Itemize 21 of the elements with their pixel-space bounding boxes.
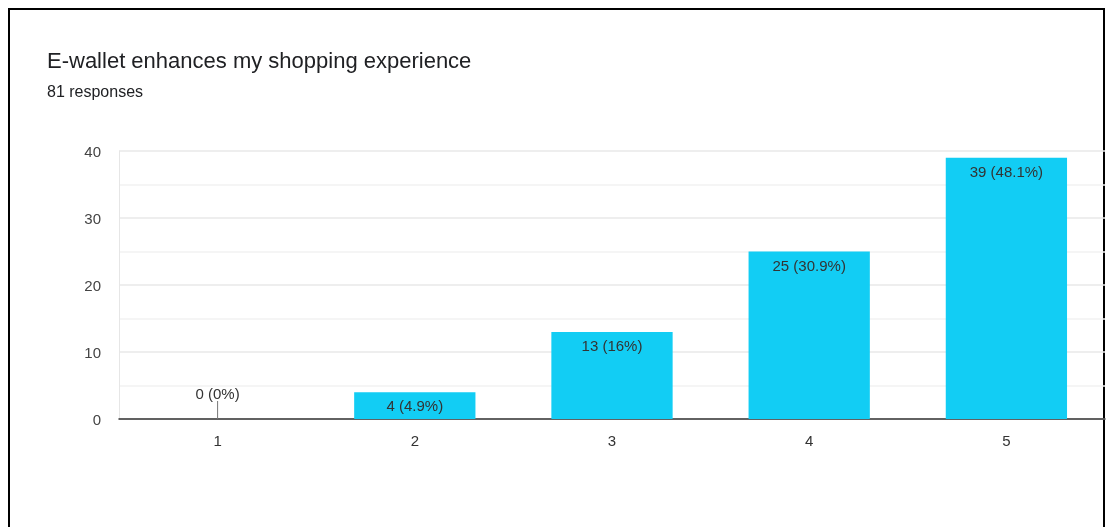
chart-subtitle: 81 responses bbox=[47, 82, 144, 100]
x-tick-label: 3 bbox=[607, 432, 617, 449]
chart-title: E-wallet enhances my shopping experience bbox=[47, 47, 472, 73]
data-label: 25 (30.9%) bbox=[772, 256, 846, 274]
data-label: 4 (4.9%) bbox=[386, 397, 444, 415]
data-label: 39 (48.1%) bbox=[969, 162, 1044, 180]
x-tick-label: 4 bbox=[805, 432, 814, 449]
data-label: 13 (16%) bbox=[581, 336, 643, 354]
y-tick-label: 20 bbox=[84, 276, 101, 294]
bar bbox=[354, 392, 476, 419]
x-tick-label: 1 bbox=[213, 432, 222, 449]
x-tick-label: 5 bbox=[1002, 432, 1011, 449]
y-tick-label: 0 bbox=[92, 410, 101, 428]
y-tick-label: 30 bbox=[84, 209, 101, 227]
y-tick-label: 40 bbox=[84, 142, 101, 160]
x-tick-label: 2 bbox=[410, 432, 419, 449]
bar bbox=[551, 331, 673, 419]
y-tick-label: 10 bbox=[84, 343, 101, 361]
data-label: 0 (0%) bbox=[195, 385, 240, 402]
bar bbox=[748, 251, 870, 419]
bar bbox=[945, 157, 1068, 419]
